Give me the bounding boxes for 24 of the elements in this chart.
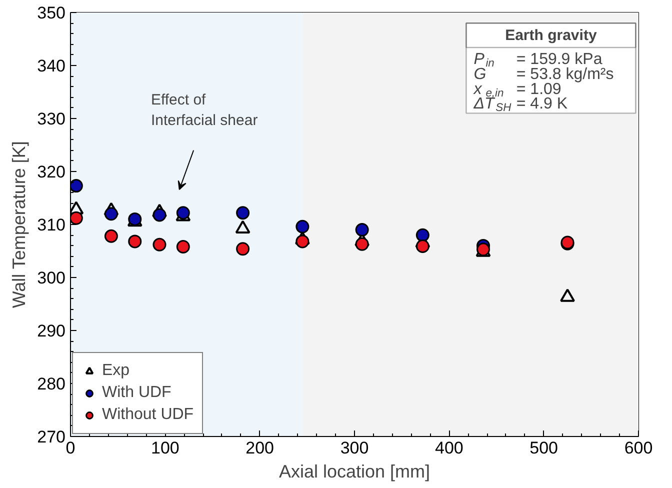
legend-label: Exp <box>102 362 130 380</box>
y-tick-label: 280 <box>37 374 66 394</box>
legend-label: Without UDF <box>102 406 194 424</box>
y-tick-label: 290 <box>37 322 66 340</box>
text: G = 53.8 kg/m²s <box>474 66 614 84</box>
annotation: Effect of Interfacial shear <box>150 92 258 130</box>
y-tick-label: 350 <box>37 4 66 22</box>
y-tick-label: 270 <box>37 428 66 446</box>
y-axis-title: Wall Temperature [K] <box>9 141 30 308</box>
x-tick-label: 500 <box>530 438 558 458</box>
x-tick-label: 600 <box>624 438 653 458</box>
y-tick-label: 340 <box>37 56 66 76</box>
x-tick-label: 400 <box>434 438 464 458</box>
x-tick-label: 200 <box>246 438 274 458</box>
legend-label: With UDF <box>102 384 172 402</box>
y-tick-label: 330 <box>37 110 66 128</box>
y-tick-label: 320 <box>37 162 66 182</box>
annotation: Earth gravity <box>505 26 598 44</box>
y-tick-label: 310 <box>37 216 66 234</box>
y-tick-label: 300 <box>37 268 66 288</box>
x-tick-label: 0 <box>66 438 76 458</box>
x-axis-title: Axial location [mm] <box>278 462 430 482</box>
x-tick-label: 300 <box>340 438 369 458</box>
x-tick-label: 100 <box>150 438 180 458</box>
